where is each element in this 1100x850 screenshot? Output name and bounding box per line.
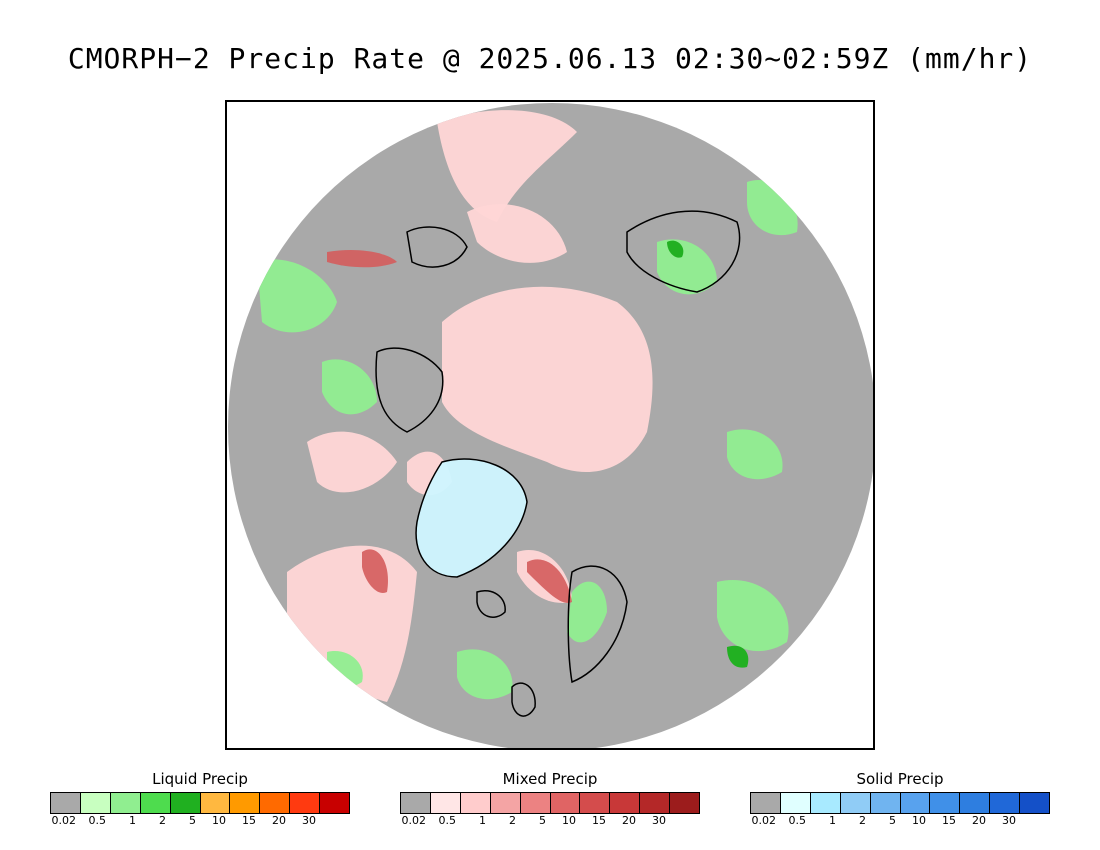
legend-tick-label bbox=[320, 814, 350, 830]
legend-swatch bbox=[640, 793, 671, 813]
legend-tick-label: 30 bbox=[652, 814, 666, 827]
legend-tick-label: 15 bbox=[592, 814, 606, 827]
europe-green-dark bbox=[727, 645, 749, 668]
precip-layer bbox=[257, 110, 798, 717]
canada-arctic-coastline bbox=[375, 347, 444, 433]
legend-tick-label: 15 bbox=[242, 814, 256, 827]
atlantic-liquid-precip bbox=[457, 649, 513, 700]
legend-swatch bbox=[430, 793, 461, 813]
map-title: CMORPH−2 Precip Rate @ 2025.06.13 02:30~… bbox=[67, 42, 1033, 75]
legend-swatch bbox=[290, 793, 321, 813]
legend-tick-label: 0.5 bbox=[788, 814, 807, 827]
legend-tick-label: 1 bbox=[479, 814, 486, 827]
alaska-liquid-precip bbox=[257, 259, 337, 333]
legend-swatch bbox=[550, 793, 581, 813]
legend-swatch bbox=[490, 793, 521, 813]
mixed-tick-labels: 0.02 0.5 1 2 5 10 15 20 30 bbox=[400, 814, 700, 830]
legend-tick-label: 0.5 bbox=[88, 814, 107, 827]
mixed-colorbar bbox=[400, 792, 700, 814]
legend-swatch bbox=[610, 793, 641, 813]
arctic-mixed-precip bbox=[442, 286, 653, 472]
legend-tick-label: 1 bbox=[129, 814, 136, 827]
legend-swatch bbox=[870, 793, 901, 813]
legend-tick-label: 20 bbox=[622, 814, 636, 827]
legend-swatch bbox=[960, 793, 991, 813]
liquid-precip-legend: Liquid Precip 0.02 0.5 1 2 5 10 15 20 30 bbox=[50, 770, 350, 830]
legend-swatch bbox=[460, 793, 491, 813]
legend-tick-label: 20 bbox=[272, 814, 286, 827]
legend-tick-label: 20 bbox=[972, 814, 986, 827]
greenland-red-band bbox=[362, 549, 388, 593]
legend-tick-label: 2 bbox=[859, 814, 866, 827]
atlantic-red-band bbox=[527, 559, 572, 603]
polar-stereographic-map bbox=[228, 103, 873, 748]
solid-colorbar bbox=[750, 792, 1050, 814]
legend-swatch bbox=[990, 793, 1021, 813]
legend-swatch bbox=[900, 793, 931, 813]
legend-tick-label bbox=[1020, 814, 1050, 830]
legend-swatch bbox=[140, 793, 171, 813]
greenland-coastline bbox=[415, 458, 528, 578]
scandinavia-coastline bbox=[567, 565, 628, 684]
polar-map[interactable] bbox=[225, 100, 875, 750]
legend-swatch bbox=[320, 793, 350, 813]
legend-tick-label: 0.02 bbox=[401, 814, 427, 827]
legend-tick-label: 15 bbox=[942, 814, 956, 827]
legend-tick-label: 30 bbox=[1002, 814, 1016, 827]
north-pacific-mixed-precip bbox=[437, 110, 577, 222]
legend-swatch bbox=[930, 793, 961, 813]
legend-tick-label: 5 bbox=[189, 814, 196, 827]
legend-tick-label: 10 bbox=[912, 814, 926, 827]
uk-coastline bbox=[511, 682, 536, 717]
legend-tick-label: 30 bbox=[302, 814, 316, 827]
legend-tick-label: 5 bbox=[889, 814, 896, 827]
liquid-legend-title: Liquid Precip bbox=[152, 770, 248, 788]
legend-tick-label: 0.02 bbox=[751, 814, 777, 827]
liquid-tick-labels: 0.02 0.5 1 2 5 10 15 20 30 bbox=[50, 814, 350, 830]
legend-tick-label: 5 bbox=[539, 814, 546, 827]
legend-swatch bbox=[200, 793, 231, 813]
scandinavia-liquid-precip bbox=[567, 581, 607, 643]
legend-swatch bbox=[80, 793, 111, 813]
legend-tick-label: 0.5 bbox=[438, 814, 457, 827]
iceland-coastline bbox=[476, 590, 506, 618]
greenland-solid-precip bbox=[416, 458, 527, 577]
legend-tick-label: 2 bbox=[159, 814, 166, 827]
canada-mixed-precip bbox=[307, 431, 397, 493]
legend-tick-label bbox=[670, 814, 700, 830]
north-pacific-red-band bbox=[327, 250, 397, 268]
solid-tick-labels: 0.02 0.5 1 2 5 10 15 20 30 bbox=[750, 814, 1050, 830]
legend-swatch bbox=[840, 793, 871, 813]
solid-precip-legend: Solid Precip 0.02 0.5 1 2 5 10 15 20 30 bbox=[750, 770, 1050, 830]
mixed-legend-title: Mixed Precip bbox=[502, 770, 598, 788]
legend-swatch bbox=[751, 793, 781, 813]
siberia-green-dark bbox=[667, 240, 684, 258]
legend-swatch bbox=[230, 793, 261, 813]
legend-swatch bbox=[401, 793, 431, 813]
europe-liquid-precip bbox=[717, 580, 789, 652]
legend-swatch bbox=[670, 793, 700, 813]
legend-swatch bbox=[51, 793, 81, 813]
legend-swatch bbox=[1020, 793, 1050, 813]
legend-tick-label: 0.02 bbox=[51, 814, 77, 827]
legend-tick-label: 10 bbox=[212, 814, 226, 827]
legend-swatch bbox=[260, 793, 291, 813]
liquid-colorbar bbox=[50, 792, 350, 814]
mixed-precip-legend: Mixed Precip 0.02 0.5 1 2 5 10 15 20 30 bbox=[400, 770, 700, 830]
legend-swatch bbox=[520, 793, 551, 813]
siberia-coastline bbox=[626, 210, 741, 293]
alaska-coastline bbox=[406, 226, 468, 268]
canada-liquid-precip bbox=[322, 359, 377, 415]
legend-tick-label: 10 bbox=[562, 814, 576, 827]
legend-tick-label: 1 bbox=[829, 814, 836, 827]
legend-tick-label: 2 bbox=[509, 814, 516, 827]
russia-liquid-precip bbox=[727, 429, 783, 480]
legend-swatch bbox=[780, 793, 811, 813]
legend-swatch bbox=[810, 793, 841, 813]
legend-swatch bbox=[170, 793, 201, 813]
legend-swatch bbox=[580, 793, 611, 813]
bering-mixed-precip bbox=[467, 204, 567, 263]
legend-swatch bbox=[110, 793, 141, 813]
solid-legend-title: Solid Precip bbox=[856, 770, 944, 788]
